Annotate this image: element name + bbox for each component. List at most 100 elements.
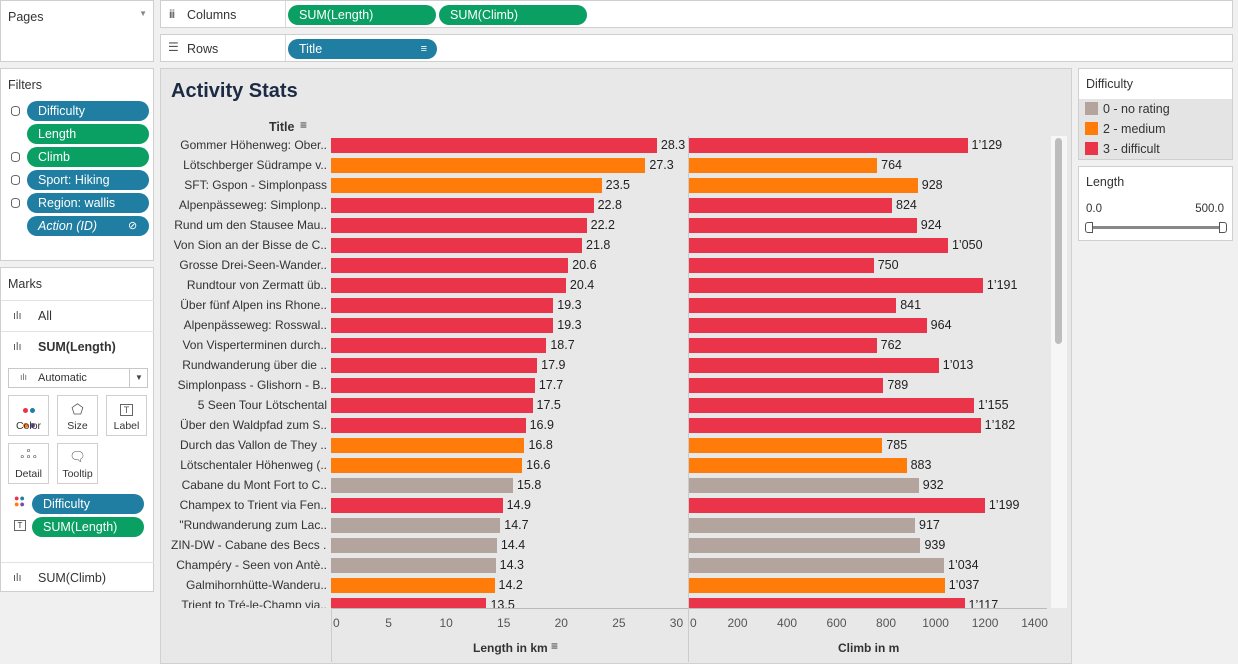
length-bar[interactable] [331,418,526,433]
row-title[interactable]: 5 Seen Tour Lötschental [197,398,327,412]
climb-bar[interactable] [688,378,884,393]
climb-bar[interactable] [688,578,945,593]
climb-bar[interactable] [688,318,927,333]
climb-bar[interactable] [688,538,921,553]
rows-shelf[interactable]: ☰ Rows Title ≡ [160,34,1233,62]
range-slider-track[interactable] [1089,226,1223,229]
pages-card[interactable]: Pages ▼ [0,0,154,62]
length-bar[interactable] [331,278,566,293]
length-bar[interactable] [331,378,535,393]
length-bar[interactable] [331,318,554,333]
climb-bar[interactable] [688,558,944,573]
row-title[interactable]: Von Sion an der Bisse de C.. [173,238,327,252]
filter-pill[interactable]: Sport: Hiking [27,170,149,190]
encoding-pill-difficulty[interactable]: Difficulty [32,494,144,514]
scrollbar-thumb[interactable] [1055,138,1062,344]
legend-item-no-rating[interactable]: 0 - no rating [1082,99,1230,119]
row-title[interactable]: Lötschberger Südrampe v.. [183,158,327,172]
sort-icon[interactable]: ≡ [420,43,427,55]
climb-bar[interactable] [688,498,985,513]
length-bar[interactable] [331,298,554,313]
climb-bar[interactable] [688,138,968,153]
climb-bar[interactable] [688,158,878,173]
length-bar[interactable] [331,338,547,353]
label-button[interactable]: T Label [106,395,147,436]
row-title[interactable]: Alpenpässeweg: Simplonp.. [178,198,327,212]
sort-icon[interactable]: ≡ [551,639,559,653]
length-bar[interactable] [331,138,657,153]
length-bar[interactable] [331,358,538,373]
row-title[interactable]: Über fünf Alpen ins Rhone.. [180,298,327,312]
length-bar[interactable] [331,538,497,553]
row-title[interactable]: Über den Waldpfad zum S.. [180,418,327,432]
climb-bar[interactable] [688,358,939,373]
climb-bar[interactable] [688,198,892,213]
range-slider-max-handle[interactable] [1219,222,1227,233]
marks-length-tab[interactable]: ılı SUM(Length) [1,331,154,361]
row-title[interactable]: Rundtour von Zermatt üb.. [186,278,327,292]
pages-dropdown-icon[interactable]: ▼ [139,9,147,18]
length-bar[interactable] [331,198,594,213]
climb-bar[interactable] [688,398,974,413]
climb-bar[interactable] [688,418,981,433]
marks-climb-tab[interactable]: ılı SUM(Climb) [1,562,154,592]
row-title[interactable]: Simplonpass - Glishorn - B.. [177,378,327,392]
row-title[interactable]: Champéry - Seen von Antè.. [176,558,327,572]
row-title[interactable]: Champex to Trient via Fen.. [179,498,327,512]
row-title[interactable]: "Rundwanderung zum Lac.. [179,518,327,532]
range-slider-min-handle[interactable] [1085,222,1093,233]
length-min-value[interactable]: 0.0 [1086,203,1102,215]
row-title[interactable]: Gommer Höhenweg: Ober.. [180,138,327,152]
length-bar[interactable] [331,178,602,193]
row-title[interactable]: ZIN-DW - Cabane des Becs .. [171,538,327,552]
length-bar[interactable] [331,558,496,573]
length-bar[interactable] [331,578,495,593]
length-bar[interactable] [331,258,569,273]
length-bar[interactable] [331,238,583,253]
row-title[interactable]: Lötschentaler Höhenweg (.. [180,458,327,472]
climb-bar[interactable] [688,338,877,353]
length-bar[interactable] [331,218,587,233]
row-pill-title[interactable]: Title ≡ [288,39,437,59]
legend-item-medium[interactable]: 2 - medium [1082,119,1230,139]
length-bar[interactable] [331,398,533,413]
row-title[interactable]: Alpenpässeweg: Rosswal.. [183,318,327,332]
detail-button[interactable]: ∘ ∘∘∘ Detail [8,443,49,484]
row-title[interactable]: Rund um den Stausee Mau.. [174,218,327,232]
row-title[interactable]: Von Visperterminen durch.. [182,338,327,352]
columns-shelf[interactable]: iii Columns SUM(Length) SUM(Climb) [160,0,1233,28]
sort-icon[interactable]: ≡ [300,118,308,132]
row-title[interactable]: Trient to Tré-le-Champ via.. [181,598,327,608]
mark-type-select[interactable]: ılı Automatic ▼ [8,368,148,388]
filter-pill[interactable]: Climb [27,147,149,167]
climb-bar[interactable] [688,278,983,293]
column-pill-climb[interactable]: SUM(Climb) [439,5,587,25]
climb-bar[interactable] [688,458,907,473]
filter-pill[interactable]: Action (ID) [27,216,149,236]
filter-pill[interactable]: Length [27,124,149,144]
climb-bar[interactable] [688,178,918,193]
length-bar[interactable] [331,438,525,453]
row-title[interactable]: Durch das Vallon de They .. [180,438,327,452]
climb-bar[interactable] [688,438,883,453]
legend-item-difficult[interactable]: 3 - difficult [1082,139,1230,159]
length-bar[interactable] [331,458,523,473]
climb-bar[interactable] [688,518,916,533]
marks-all-tab[interactable]: ılı All [1,300,154,330]
column-pill-length[interactable]: SUM(Length) [288,5,436,25]
vertical-scrollbar[interactable] [1051,136,1067,608]
length-bar[interactable] [331,478,513,493]
filter-pill[interactable]: Region: wallis [27,193,149,213]
size-button[interactable]: ⬠ Size [57,395,98,436]
climb-bar[interactable] [688,258,874,273]
row-title[interactable]: Cabane du Mont Fort to C.. [181,478,327,492]
length-bar[interactable] [331,518,501,533]
filter-pill[interactable]: Difficulty [27,101,149,121]
length-max-value[interactable]: 500.0 [1195,203,1224,215]
climb-bar[interactable] [688,598,965,608]
climb-bar[interactable] [688,298,897,313]
row-title[interactable]: Grosse Drei-Seen-Wander.. [179,258,327,272]
tooltip-button[interactable]: 🗨 Tooltip [57,443,98,484]
row-header-title[interactable]: Title [269,120,295,134]
row-title[interactable]: SFT: Gspon - Simplonpass [184,178,327,192]
